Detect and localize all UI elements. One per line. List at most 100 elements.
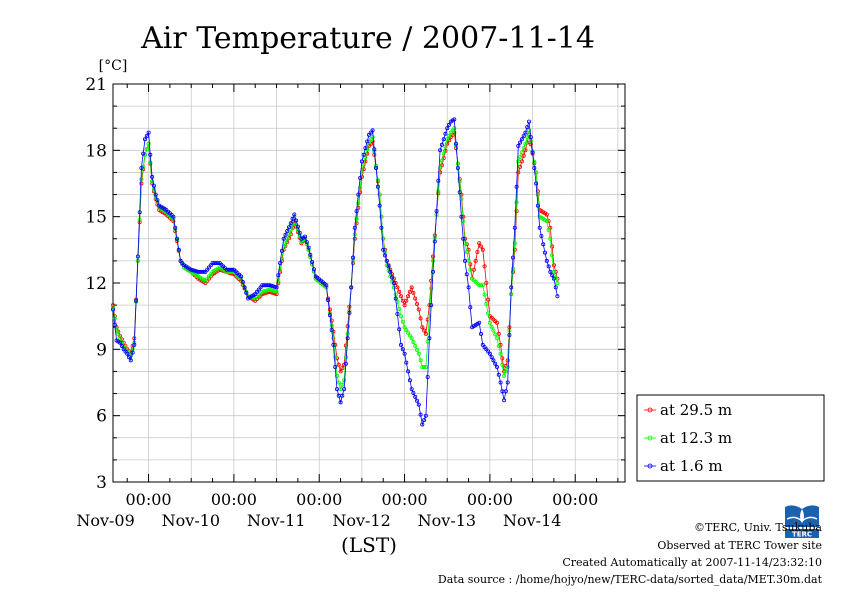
data-point: [331, 336, 336, 341]
x-tick-time-label: 00:00: [211, 490, 257, 509]
data-point: [283, 232, 288, 237]
data-point: [302, 234, 307, 239]
data-point: [550, 253, 555, 258]
data-point: [427, 336, 432, 341]
data-point: [343, 361, 348, 366]
x-tick-date-label: Nov-14: [503, 511, 561, 530]
data-point: [386, 264, 391, 269]
legend-swatch-marker: [647, 435, 653, 441]
data-point: [270, 284, 275, 289]
data-point: [111, 307, 116, 312]
legend-swatch-marker: [647, 407, 653, 413]
x-tick-time-label: 00:00: [382, 490, 428, 509]
data-point: [402, 325, 407, 330]
data-point: [496, 331, 501, 336]
data-point: [535, 203, 540, 208]
data-point: [370, 135, 375, 140]
data-point: [500, 362, 505, 367]
data-point: [358, 185, 363, 190]
y-tick-label: 12: [85, 274, 107, 294]
data-point: [521, 153, 526, 158]
data-point: [286, 225, 291, 230]
data-point: [518, 140, 523, 145]
data-point: [336, 362, 341, 367]
data-point: [230, 267, 235, 272]
series-line: [112, 118, 558, 426]
data-point: [146, 130, 151, 135]
data-point: [505, 380, 510, 385]
data-point: [400, 347, 405, 352]
data-point: [400, 319, 405, 324]
data-point: [510, 266, 515, 271]
logo-text: TERC: [792, 531, 812, 539]
data-point: [272, 289, 277, 294]
data-point: [276, 278, 281, 283]
data-point: [527, 119, 532, 124]
data-point: [532, 165, 537, 170]
legend: at 29.5 m at 12.3 m at 1.6 m: [636, 394, 825, 482]
data-point: [514, 184, 519, 189]
data-point: [372, 147, 377, 152]
data-point: [491, 358, 496, 363]
data-point: [496, 372, 501, 377]
data-point: [420, 325, 425, 330]
data-point: [118, 340, 123, 345]
data-point: [144, 147, 149, 152]
data-point: [454, 141, 459, 146]
data-point: [416, 402, 421, 407]
data-point: [361, 152, 366, 157]
data-point: [530, 150, 535, 155]
data-point: [422, 418, 427, 423]
data-point: [523, 141, 528, 146]
data-point: [171, 214, 176, 219]
data-point: [487, 320, 492, 325]
data-point: [418, 412, 423, 417]
y-tick-label: 3: [96, 473, 107, 493]
data-point: [502, 398, 507, 403]
data-point: [398, 294, 403, 299]
data-point: [352, 225, 357, 230]
data-point: [509, 285, 514, 290]
data-point: [148, 152, 153, 157]
data-point: [546, 264, 551, 269]
data-point: [306, 245, 311, 250]
data-point: [541, 242, 546, 247]
data-point: [434, 209, 439, 214]
data-point: [446, 122, 451, 127]
data-point: [516, 143, 521, 148]
data-point: [539, 233, 544, 238]
data-point: [527, 128, 532, 133]
data-point: [480, 283, 485, 288]
data-point: [397, 327, 402, 332]
data-point: [189, 267, 194, 272]
data-point: [148, 160, 153, 165]
data-point: [493, 361, 498, 366]
data-point: [244, 290, 249, 295]
data-point: [477, 241, 482, 246]
data-point: [418, 316, 423, 321]
data-point: [118, 336, 123, 341]
data-point: [406, 330, 411, 335]
data-point: [443, 148, 448, 153]
data-point: [427, 314, 432, 319]
data-point: [340, 382, 345, 387]
data-point: [445, 126, 450, 131]
data-point: [553, 285, 558, 290]
data-point: [260, 289, 265, 294]
data-point: [308, 252, 313, 257]
data-point: [422, 328, 427, 333]
data-point: [142, 137, 147, 142]
data-point: [519, 137, 524, 142]
data-point: [487, 351, 492, 356]
data-point: [406, 294, 411, 299]
data-point: [537, 225, 542, 230]
data-point: [525, 125, 530, 130]
data-point: [462, 258, 467, 263]
data-point: [423, 331, 428, 336]
x-tick-time-label: 00:00: [126, 490, 172, 509]
data-point: [475, 249, 480, 254]
data-point: [358, 175, 363, 180]
axes: 3 6 9 12 15 18 21 00:00 Nov-09 00:00 Nov-10 00:00 No…: [76, 75, 626, 530]
data-point: [503, 389, 508, 394]
